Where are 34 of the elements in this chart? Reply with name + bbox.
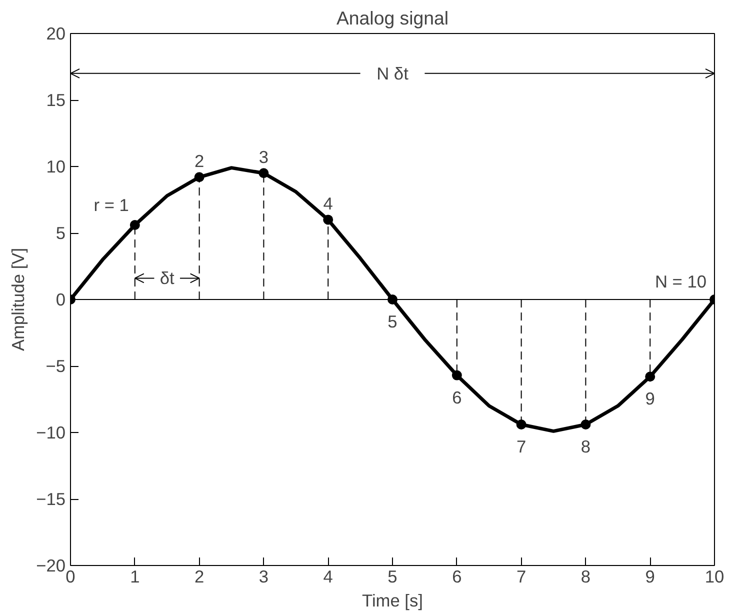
y-tick-label: −10 (36, 422, 66, 442)
x-tick-label: 2 (194, 566, 204, 586)
annotation: δt (160, 268, 175, 288)
x-axis-title: Time [s] (362, 590, 423, 610)
y-axis-title: Amplitude [V] (8, 248, 28, 352)
y-tick-label: 10 (46, 156, 66, 176)
annotation: 9 (645, 388, 655, 409)
x-tick-label: 4 (323, 566, 334, 586)
annotation: r = 1 (94, 195, 129, 216)
x-tick-label: 5 (388, 566, 398, 586)
annotation: 6 (452, 387, 462, 408)
annotation: 7 (516, 436, 526, 457)
x-tick-label: 7 (516, 566, 526, 586)
x-tick-label: 6 (452, 566, 462, 586)
y-tick-label: 0 (56, 290, 66, 310)
x-tick-label: 9 (645, 566, 655, 586)
x-tick-label: 10 (704, 566, 724, 586)
x-tick-label: 3 (258, 566, 269, 586)
annotation: 8 (580, 436, 591, 457)
y-tick-label: 5 (56, 223, 66, 243)
y-tick-label: −15 (36, 489, 66, 509)
annotation: N δt (376, 63, 409, 84)
y-tick-label: −5 (46, 356, 66, 376)
annotation: 4 (323, 194, 334, 214)
annotation: N = 10 (654, 272, 707, 292)
annotation: 5 (388, 312, 398, 332)
y-tick-label: 20 (46, 24, 66, 44)
x-tick-label: 1 (130, 566, 140, 586)
x-tick-label: 8 (580, 566, 591, 586)
y-tick-label: 15 (46, 90, 66, 110)
annotation: 3 (258, 147, 269, 168)
chart-title: Analog signal (336, 8, 449, 28)
annotation: 2 (194, 151, 204, 172)
y-tick-label: −20 (36, 556, 66, 576)
